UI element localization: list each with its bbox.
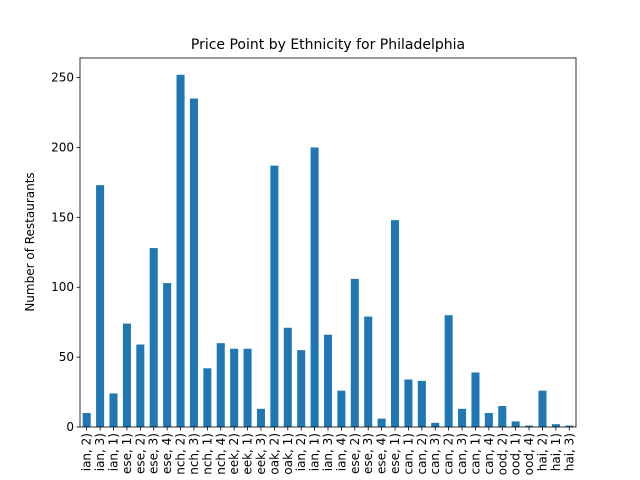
x-tick-label: oak, 1)	[281, 433, 295, 475]
bar	[216, 343, 225, 427]
x-tick-label: nch, 4)	[214, 433, 228, 475]
x-tick-label: ood, 1)	[509, 433, 523, 475]
bar	[243, 348, 252, 427]
bar	[297, 350, 306, 427]
plot-frame	[79, 57, 577, 428]
bar	[417, 380, 426, 427]
bar	[203, 368, 212, 427]
bar	[122, 323, 131, 427]
x-tick-label: hai, 3)	[562, 433, 576, 471]
y-tick-label: 0	[66, 420, 74, 434]
chart-title: Price Point by Ethnicity for Philadelphi…	[191, 37, 465, 53]
x-tick-label: can, 3)	[428, 433, 442, 475]
x-tick-label: ian, 3)	[93, 433, 107, 471]
x-tick-label: eek, 3)	[254, 433, 268, 475]
x-tick-label: ese, 4)	[160, 433, 174, 474]
x-tick-label: ese, 2)	[133, 433, 147, 474]
bar	[176, 74, 185, 427]
bar	[337, 390, 346, 427]
bar	[136, 344, 145, 427]
bar	[149, 248, 158, 427]
y-tick-label: 100	[51, 280, 74, 294]
x-tick-label: ian, 2)	[80, 433, 94, 471]
bar	[109, 393, 118, 427]
x-tick-label: ese, 1)	[120, 433, 134, 474]
bar	[256, 408, 265, 427]
bar	[189, 98, 198, 427]
bar	[484, 413, 493, 427]
bar	[458, 408, 467, 427]
bar	[230, 348, 239, 427]
x-tick-label: nch, 2)	[174, 433, 188, 475]
bar	[431, 422, 440, 427]
x-tick-label: ese, 4)	[375, 433, 389, 474]
x-tick-label: ian, 2)	[294, 433, 308, 471]
x-tick-label: hai, 1)	[549, 433, 563, 471]
bar	[350, 278, 359, 427]
x-tick-label: ese, 3)	[361, 433, 375, 474]
bar	[498, 406, 507, 427]
x-tick-label: can, 1)	[401, 433, 415, 475]
bar	[538, 390, 547, 427]
bar	[377, 418, 386, 427]
bar	[310, 147, 319, 428]
x-tick-label: oak, 2)	[267, 433, 281, 475]
bar	[82, 413, 91, 427]
x-tick-label: can, 2)	[415, 433, 429, 475]
bar	[404, 379, 413, 427]
bar	[96, 185, 105, 427]
bar	[471, 372, 480, 427]
y-tick-label: 150	[51, 210, 74, 224]
bar	[565, 425, 574, 427]
x-tick-label: ese, 2)	[348, 433, 362, 474]
bar	[511, 421, 520, 427]
x-tick-label: hai, 2)	[535, 433, 549, 471]
bar	[163, 283, 172, 427]
x-tick-label: can, 2)	[442, 433, 456, 475]
bar	[323, 334, 333, 427]
x-tick-label: ian, 4)	[334, 433, 348, 471]
x-tick-label: can, 3)	[455, 433, 469, 475]
y-axis-label: Number of Restaurants	[23, 172, 37, 311]
y-tick-label: 200	[51, 140, 74, 154]
x-tick-label: can, 4)	[482, 433, 496, 475]
bar	[283, 327, 292, 427]
bar	[270, 165, 279, 427]
x-tick-label: ood, 2)	[495, 433, 509, 475]
x-tick-label: eek, 2)	[227, 433, 241, 475]
bar	[525, 425, 534, 427]
x-tick-label: ese, 3)	[147, 433, 161, 474]
bar	[364, 316, 373, 427]
x-tick-label: eek, 1)	[241, 433, 255, 475]
x-tick-label: ian, 3)	[321, 433, 335, 471]
y-tick-label: 50	[59, 350, 74, 364]
x-tick-label: ian, 1)	[107, 433, 121, 471]
x-tick-label: can, 1)	[468, 433, 482, 475]
y-tick-label: 250	[51, 71, 74, 85]
x-tick-label: nch, 3)	[187, 433, 201, 475]
bar	[391, 220, 400, 427]
x-tick-label: ood, 4)	[522, 433, 536, 475]
bar	[444, 315, 453, 427]
bar	[551, 424, 560, 427]
x-tick-label: ese, 1)	[388, 433, 402, 474]
x-tick-label: nch, 1)	[200, 433, 214, 475]
x-tick-label: ian, 1)	[308, 433, 322, 471]
